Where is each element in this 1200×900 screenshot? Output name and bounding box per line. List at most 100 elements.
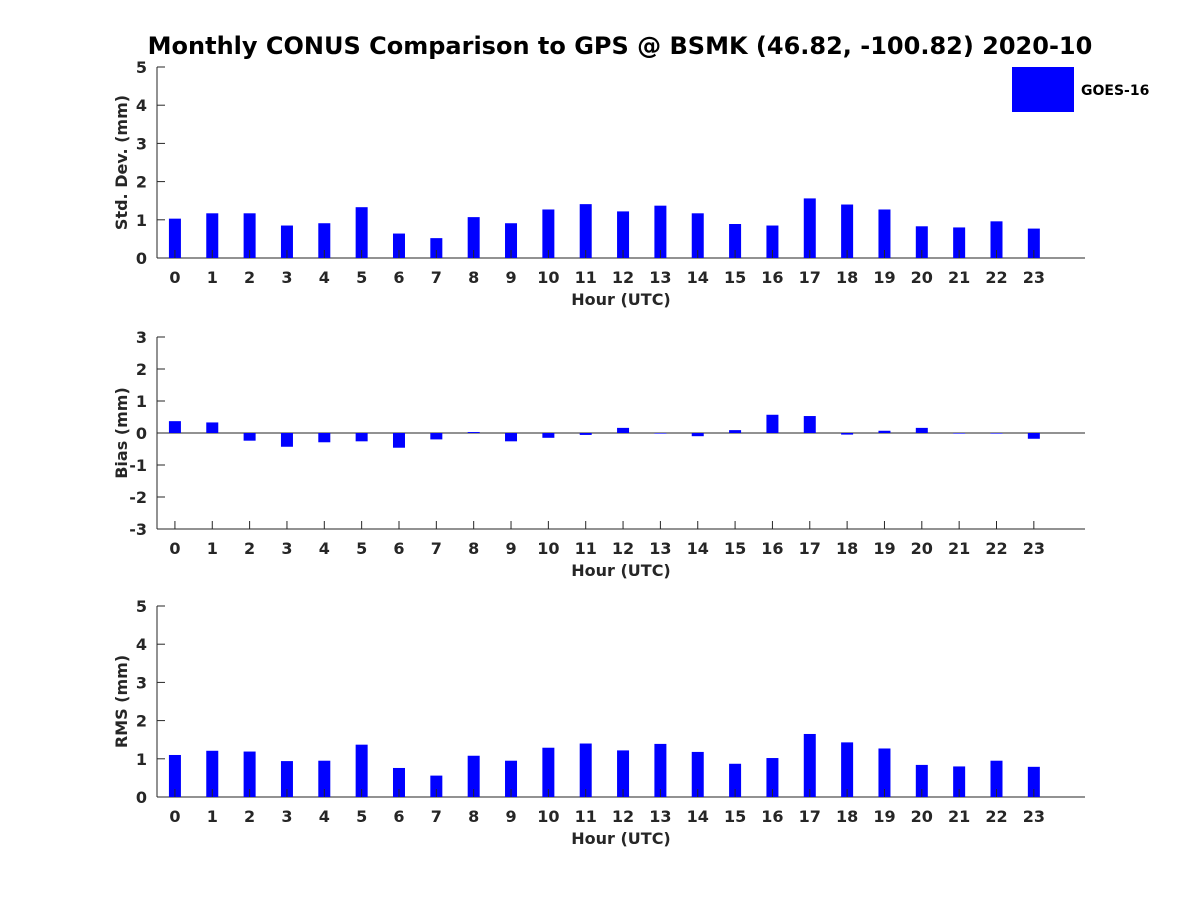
bar: [430, 433, 443, 440]
bar: [168, 218, 181, 258]
x-tick-label: 6: [393, 807, 404, 826]
bar: [206, 213, 219, 258]
x-tick-label: 11: [575, 268, 597, 287]
bar: [430, 238, 443, 258]
bar: [729, 763, 742, 797]
x-tick-label: 22: [985, 807, 1007, 826]
bar: [243, 213, 256, 258]
y-tick-label: -2: [129, 488, 147, 507]
bar: [542, 209, 555, 258]
x-tick-label: 9: [505, 539, 516, 558]
bar: [617, 211, 630, 258]
x-tick-label: 0: [169, 807, 180, 826]
x-tick-label: 16: [761, 807, 783, 826]
bar: [617, 750, 630, 797]
bar: [1027, 228, 1040, 258]
bar: [766, 758, 779, 797]
bar: [355, 433, 368, 442]
x-tick-label: 19: [873, 268, 895, 287]
bar: [318, 223, 331, 258]
x-tick-label: 7: [431, 539, 442, 558]
y-tick-label: 0: [136, 788, 147, 807]
x-tick-label: 2: [244, 268, 255, 287]
x-tick-label: 1: [207, 539, 218, 558]
x-tick-label: 7: [431, 268, 442, 287]
bar: [579, 743, 592, 797]
x-tick-label: 12: [612, 807, 634, 826]
y-tick-label: 4: [136, 635, 147, 654]
bar: [878, 430, 891, 433]
bar: [280, 225, 293, 258]
bar: [168, 754, 181, 797]
x-tick-label: 22: [985, 539, 1007, 558]
y-tick-label: 3: [136, 134, 147, 153]
bar: [355, 744, 368, 797]
x-tick-label: 2: [244, 539, 255, 558]
x-tick-label: 6: [393, 539, 404, 558]
x-tick-label: 10: [537, 807, 559, 826]
y-tick-label: 1: [136, 211, 147, 230]
x-tick-label: 14: [687, 268, 709, 287]
x-tick-label: 2: [244, 807, 255, 826]
bar: [803, 198, 816, 258]
legend-label: GOES-16: [1081, 83, 1149, 99]
x-tick-label: 17: [799, 268, 821, 287]
bar: [355, 207, 368, 258]
bar: [206, 422, 219, 433]
x-tick-label: 9: [505, 268, 516, 287]
x-tick-label: 17: [799, 539, 821, 558]
bar: [878, 748, 891, 797]
bar: [467, 432, 480, 433]
x-tick-label: 4: [319, 268, 330, 287]
bar: [841, 742, 854, 797]
bar: [691, 213, 704, 258]
y-tick-label: 0: [136, 424, 147, 443]
bar: [691, 751, 704, 797]
bar: [654, 433, 667, 434]
x-tick-label: 4: [319, 807, 330, 826]
x-tick-label: 3: [281, 268, 292, 287]
x-tick-label: 1: [207, 807, 218, 826]
y-tick-label: 1: [136, 392, 147, 411]
x-tick-label: 21: [948, 268, 970, 287]
x-tick-label: 13: [649, 268, 671, 287]
x-tick-label: 14: [687, 539, 709, 558]
y-tick-label: 5: [136, 597, 147, 616]
x-tick-label: 17: [799, 807, 821, 826]
bar: [915, 226, 928, 258]
x-axis-label: Hour (UTC): [571, 561, 671, 580]
x-tick-label: 18: [836, 807, 858, 826]
x-tick-label: 16: [761, 268, 783, 287]
x-tick-label: 12: [612, 539, 634, 558]
x-tick-label: 21: [948, 807, 970, 826]
bar: [467, 755, 480, 797]
x-tick-label: 11: [575, 807, 597, 826]
bar: [579, 433, 592, 435]
bar: [953, 766, 966, 797]
x-tick-label: 5: [356, 807, 367, 826]
chart-title: Monthly CONUS Comparison to GPS @ BSMK (…: [148, 32, 1093, 60]
x-tick-label: 23: [1023, 807, 1045, 826]
bar: [505, 223, 518, 258]
bar: [467, 217, 480, 258]
x-axis-label: Hour (UTC): [571, 290, 671, 309]
x-tick-label: 5: [356, 539, 367, 558]
y-tick-label: -1: [129, 456, 147, 475]
bar: [841, 204, 854, 258]
bar: [243, 751, 256, 797]
x-tick-label: 15: [724, 807, 746, 826]
bar: [878, 209, 891, 258]
bar: [579, 204, 592, 258]
bar: [430, 775, 443, 797]
y-tick-label: 2: [136, 360, 147, 379]
x-tick-label: 3: [281, 539, 292, 558]
bar: [990, 760, 1003, 797]
x-tick-label: 23: [1023, 268, 1045, 287]
bar: [729, 224, 742, 258]
y-tick-label: 2: [136, 173, 147, 192]
bar: [766, 414, 779, 433]
bar: [915, 764, 928, 797]
y-tick-label: 1: [136, 750, 147, 769]
